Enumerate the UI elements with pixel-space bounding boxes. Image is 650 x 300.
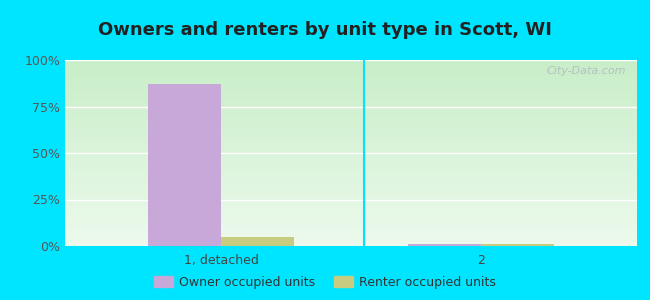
Bar (481, 244, 554, 246)
Text: Owners and renters by unit type in Scott, WI: Owners and renters by unit type in Scott… (98, 21, 552, 39)
Bar (148, 84, 221, 246)
Text: City-Data.com: City-Data.com (546, 66, 625, 76)
Bar (221, 237, 294, 246)
Legend: Owner occupied units, Renter occupied units: Owner occupied units, Renter occupied un… (149, 271, 501, 294)
Bar (408, 244, 481, 246)
